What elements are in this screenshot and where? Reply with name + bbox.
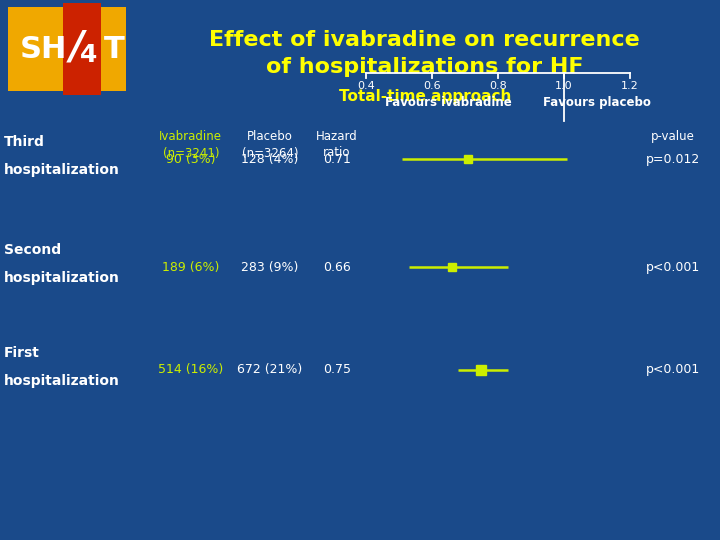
Text: 189 (6%): 189 (6%) xyxy=(162,261,220,274)
Bar xyxy=(8,7,126,91)
Text: p=0.012: p=0.012 xyxy=(646,153,701,166)
Text: Hazard
ratio: Hazard ratio xyxy=(316,130,358,159)
Text: 4: 4 xyxy=(80,43,97,67)
Bar xyxy=(63,3,101,95)
Text: hospitalization: hospitalization xyxy=(4,271,120,285)
Text: /: / xyxy=(70,28,84,66)
Text: hospitalization: hospitalization xyxy=(4,374,120,388)
Text: First: First xyxy=(4,346,40,360)
Text: Ivabradine
(n=3241): Ivabradine (n=3241) xyxy=(159,130,222,159)
Text: Second: Second xyxy=(4,244,61,257)
Text: hospitalization: hospitalization xyxy=(4,163,120,177)
Text: 672 (21%): 672 (21%) xyxy=(238,363,302,376)
Text: T: T xyxy=(104,35,125,64)
Bar xyxy=(0,0,720,116)
Text: Favours ivabradine: Favours ivabradine xyxy=(385,96,512,109)
Text: 514 (16%): 514 (16%) xyxy=(158,363,223,376)
Text: 0.8: 0.8 xyxy=(489,81,507,91)
Text: 128 (4%): 128 (4%) xyxy=(241,153,299,166)
Text: 1.0: 1.0 xyxy=(555,81,572,91)
Text: p<0.001: p<0.001 xyxy=(646,261,701,274)
Text: 0.71: 0.71 xyxy=(323,153,351,166)
Text: 0.75: 0.75 xyxy=(323,363,351,376)
Text: 90 (3%): 90 (3%) xyxy=(166,153,215,166)
Text: Total-time approach: Total-time approach xyxy=(338,89,511,104)
Text: Placebo
(n=3264): Placebo (n=3264) xyxy=(242,130,298,159)
Text: p-value: p-value xyxy=(652,130,695,143)
Text: 1.2: 1.2 xyxy=(621,81,639,91)
Text: of hospitalizations for HF: of hospitalizations for HF xyxy=(266,57,583,77)
Text: 0.4: 0.4 xyxy=(357,81,374,91)
Text: 0.66: 0.66 xyxy=(323,261,351,274)
Text: Third: Third xyxy=(4,136,45,149)
Text: SH: SH xyxy=(20,35,68,64)
Text: Effect of ivabradine on recurrence: Effect of ivabradine on recurrence xyxy=(210,30,640,50)
Text: Favours placebo: Favours placebo xyxy=(543,96,651,109)
Text: p<0.001: p<0.001 xyxy=(646,363,701,376)
Text: 0.6: 0.6 xyxy=(423,81,441,91)
Text: 283 (9%): 283 (9%) xyxy=(241,261,299,274)
